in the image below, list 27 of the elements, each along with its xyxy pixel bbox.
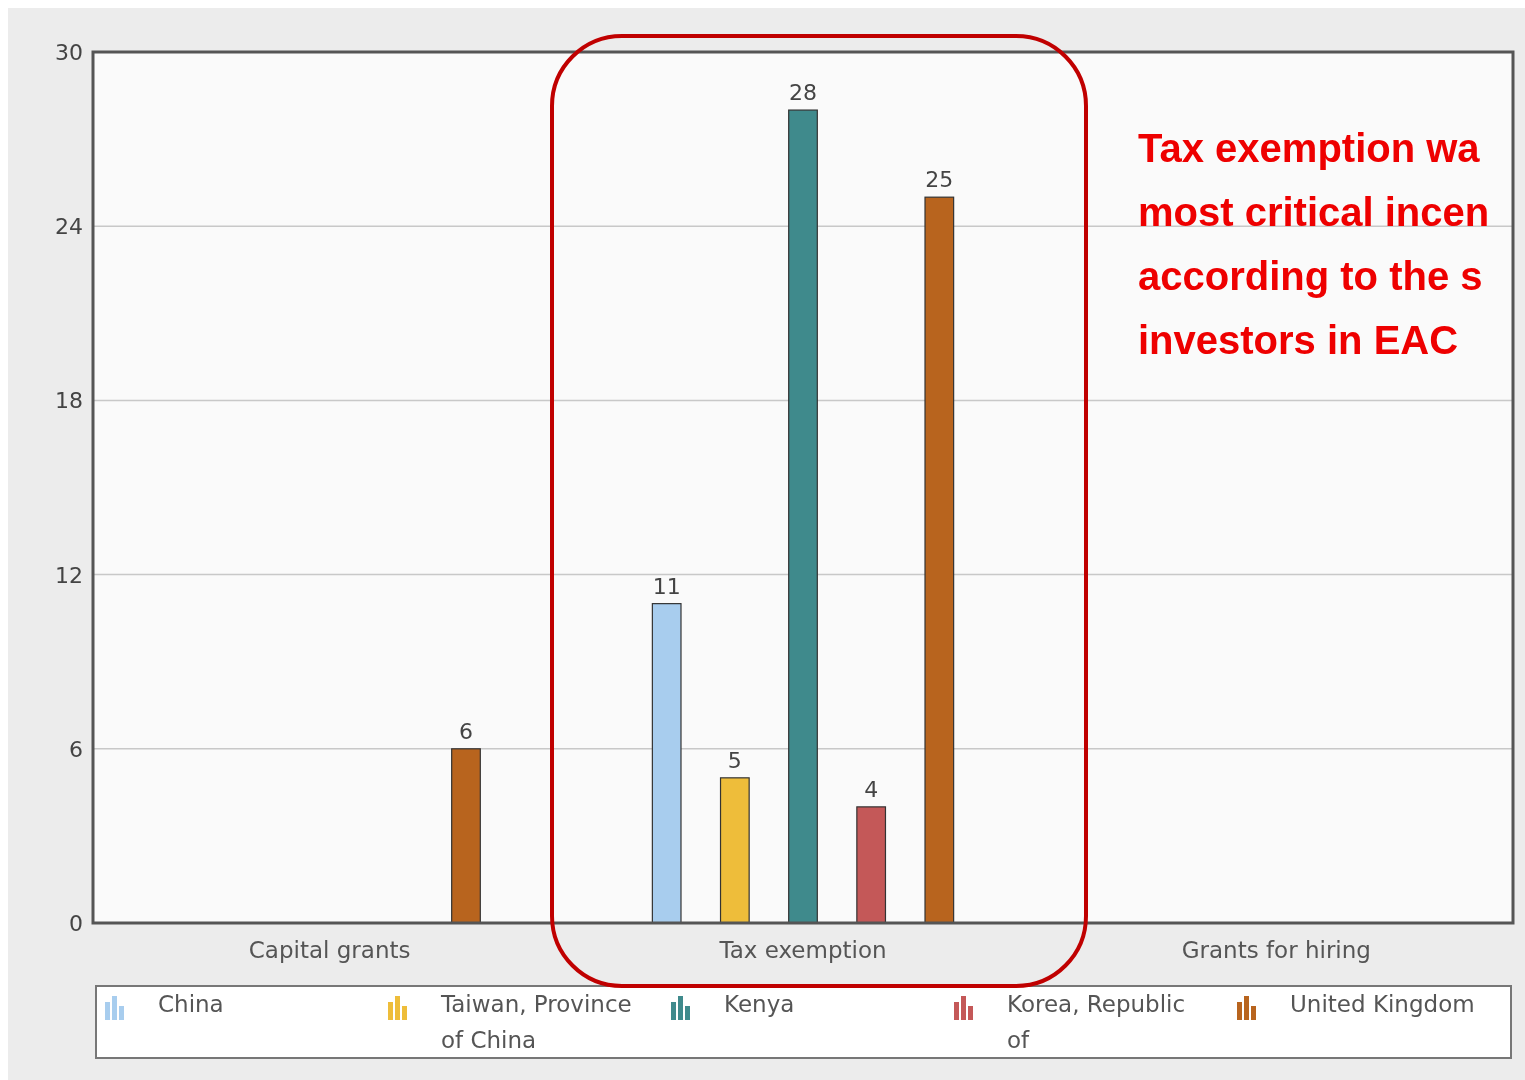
data-label: 4	[864, 776, 879, 802]
y-tick-label: 0	[69, 911, 83, 936]
bar	[651, 603, 682, 924]
bar	[856, 806, 887, 924]
y-tick-label: 12	[55, 562, 83, 588]
x-tick-label: Capital grants	[248, 937, 411, 963]
y-tick-label: 18	[55, 388, 83, 414]
data-label: 25	[925, 167, 954, 193]
annotation: Tax exemption wa most critical incen according to the s investors in EAC	[1138, 126, 1490, 362]
legend-label: Kenya	[724, 991, 795, 1017]
y-tick-label: 6	[69, 736, 83, 762]
data-label: 28	[789, 80, 817, 106]
bar	[719, 777, 750, 924]
y-tick-label: 24	[55, 214, 83, 240]
x-tick-label: Tax exemption	[718, 937, 887, 963]
bar	[788, 109, 818, 924]
legend-label: China	[158, 991, 224, 1017]
bar	[451, 748, 481, 924]
data-label: 6	[458, 718, 473, 744]
legend-label: Korea, Republic of	[1007, 991, 1186, 1053]
x-tick-label: Grants for hiring	[1181, 937, 1371, 963]
y-tick-label: 30	[55, 40, 83, 65]
data-label: 5	[727, 747, 742, 773]
bar	[924, 196, 955, 924]
data-label: 11	[652, 573, 681, 599]
legend-label: Taiwan, Province of China	[440, 991, 632, 1053]
legend-label: United Kingdom	[1290, 991, 1475, 1017]
